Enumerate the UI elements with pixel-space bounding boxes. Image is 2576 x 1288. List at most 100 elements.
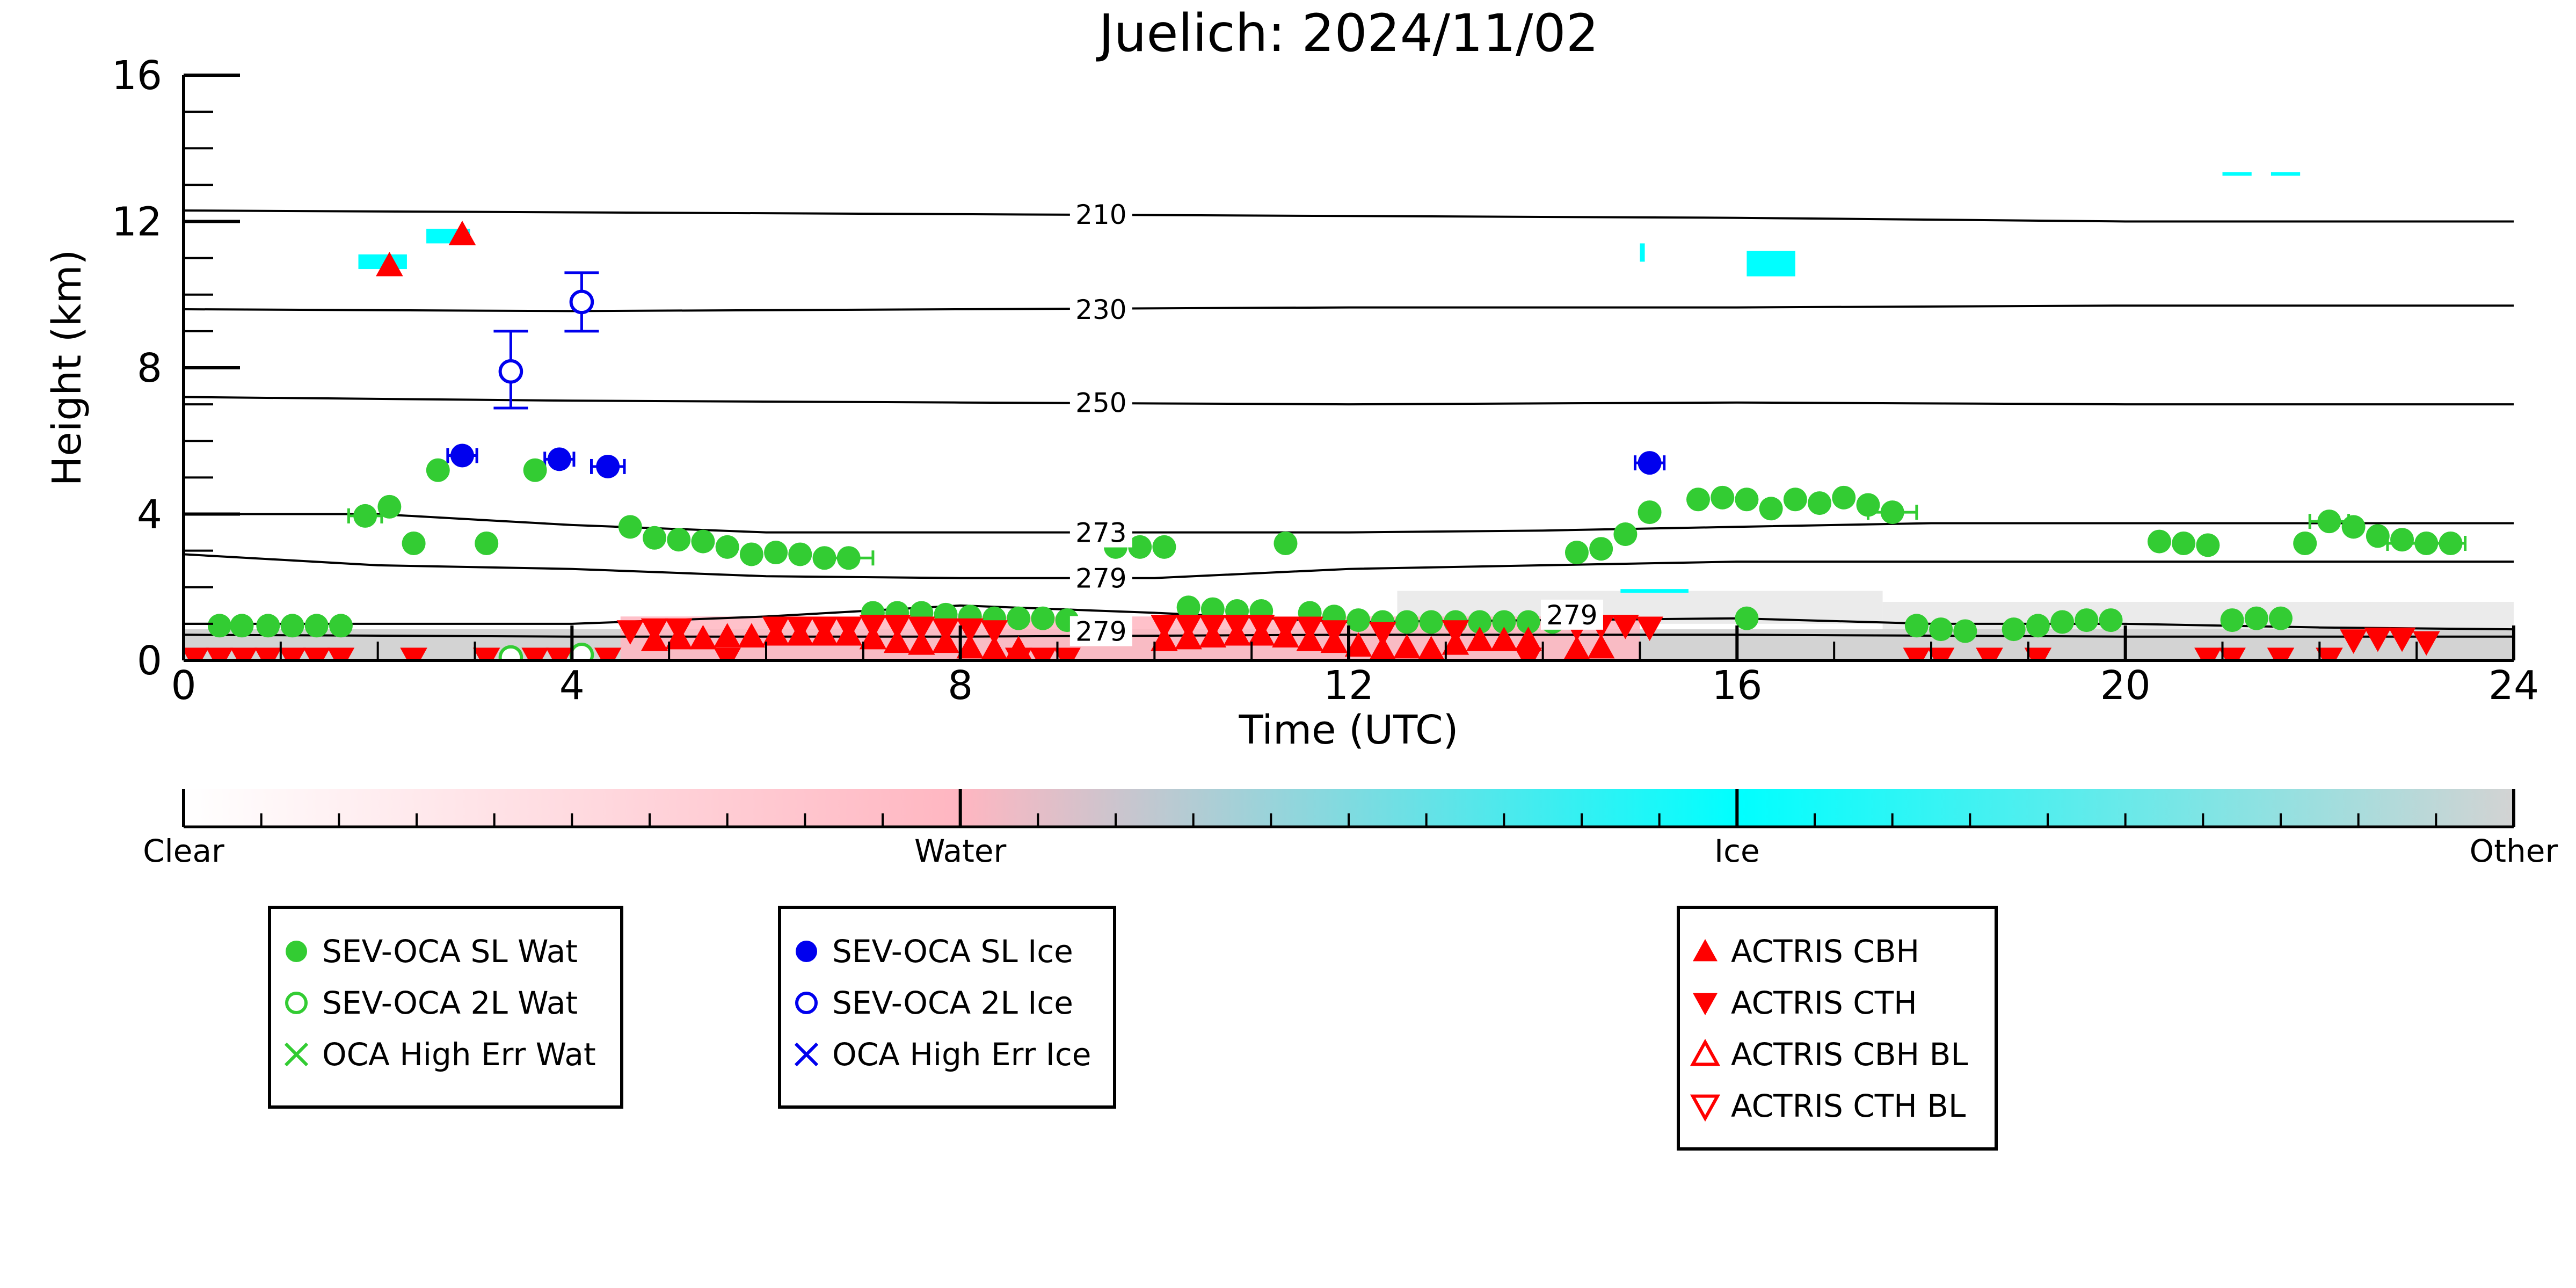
marker-sev-oca-sl-wat [2147, 529, 2171, 554]
x-tick-label: 0 [171, 663, 196, 709]
marker-actris-cth [1515, 647, 1542, 660]
marker-sev-oca-sl-wat [764, 541, 788, 565]
marker-actris-cth [545, 647, 573, 660]
marker-sev-oca-sl-wat [1031, 606, 1055, 630]
marker-sev-oca-sl-wat [667, 528, 691, 552]
x-tick-label: 12 [1323, 663, 1374, 709]
marker-actris-cbh [376, 251, 403, 276]
marker-actris-cth [1442, 620, 1469, 645]
x-axis-label: Time (UTC) [1238, 707, 1458, 753]
marker-sev-oca-sl-wat [1783, 487, 1807, 512]
marker-sev-oca-sl-wat [2317, 510, 2341, 534]
marker-sev-oca-sl-wat [2075, 608, 2099, 632]
legend-box: ACTRIS CBH ACTRIS CTH ACTRIS CBH BL ACTRIS … [1677, 906, 1998, 1151]
marker-actris-cbh [1563, 636, 1591, 660]
marker-actris-cbh [1515, 627, 1542, 651]
marker-actris-cbh [908, 630, 935, 655]
marker-sev-oca-sl-wat [1152, 535, 1176, 559]
legend-box: SEV-OCA SL Ice SEV-OCA 2L Ice OCA High Err… [778, 906, 1116, 1109]
legend-frame [268, 906, 623, 1109]
colorbar-label: Ice [1714, 833, 1760, 869]
marker-actris-cbh [1490, 627, 1518, 651]
marker-sev-oca-sl-wat [739, 542, 763, 566]
legends: SEV-OCA SL Wat SEV-OCA 2L Wat OCA High Err… [268, 906, 1998, 1151]
marker-sev-oca-sl-wat [1589, 537, 1613, 561]
marker-sev-oca-sl-ice [1638, 451, 1662, 475]
marker-actris-cth [1247, 615, 1275, 639]
legend-marker [1693, 939, 1718, 962]
marker-actris-cth [327, 647, 355, 660]
x-stroke [284, 1042, 309, 1067]
marker-actris-cth [279, 647, 306, 660]
marker-sev-oca-sl-wat [329, 614, 353, 638]
marker-actris-cbh [956, 634, 984, 659]
y-tick-label: 8 [137, 345, 162, 391]
data-markers [184, 221, 2463, 660]
marker-sev-oca-sl-wat [1492, 610, 1516, 634]
contour-labels: 210 230 250 273 279 279 279 [1069, 199, 1603, 647]
x-tick-label: 20 [2100, 663, 2151, 709]
marker-actris-cth [2024, 647, 2052, 660]
contour-label-bg [1069, 517, 1132, 548]
marker-sev-oca-sl-wat [2414, 532, 2439, 555]
marker-sev-oca-sl-wat [523, 458, 547, 482]
marker-actris-cth [1199, 615, 1227, 639]
legend-label: ACTRIS CBH BL [1731, 1036, 1968, 1073]
marker-actris-cth [2267, 647, 2295, 660]
x-tick-label: 4 [559, 663, 585, 709]
marker-actris-cth [400, 647, 427, 660]
x-tick-label: 16 [1712, 663, 1762, 709]
marker-actris-cth [2194, 647, 2222, 660]
marker-sev-oca-sl-wat [1516, 610, 1540, 634]
marker-sev-oca-sl-wat [1735, 606, 1759, 630]
contour-label: 279 [1546, 600, 1597, 631]
contour-line [184, 553, 2514, 579]
legend-marker [284, 1042, 309, 1067]
marker-sev-oca-sl-wat [1686, 487, 1710, 512]
marker-sev-oca-sl-wat [304, 614, 329, 638]
marker-sev-oca-sl-wat [715, 535, 739, 559]
x-stroke [794, 1042, 819, 1067]
marker-actris-cth [786, 616, 814, 641]
marker-sev-oca-sl-wat [1613, 522, 1638, 546]
marker-sev-oca-sl-wat [1468, 610, 1492, 634]
contour-line [184, 209, 2514, 223]
marker-sev-oca-sl-ice [450, 443, 474, 468]
marker-actris-cbh [738, 623, 766, 647]
legend-marker [1693, 993, 1718, 1015]
marker-sev-oca-sl-wat [1007, 606, 1031, 630]
marker-actris-cbh [1417, 636, 1445, 660]
marker-actris-cth [714, 647, 741, 660]
legend-marker [794, 1042, 819, 1067]
marker-actris-cth [2316, 647, 2343, 660]
marker-sev-oca-sl-wat [2196, 533, 2220, 557]
marker-actris-cth [932, 618, 959, 643]
ice-cloud-region [2222, 172, 2252, 176]
marker-actris-cth [1151, 615, 1178, 639]
contour-line [184, 304, 2514, 312]
marker-actris-cth [1175, 615, 1202, 639]
marker-actris-cth [303, 647, 331, 660]
legend-marker [1690, 1038, 1721, 1066]
marker-sev-oca-sl-wat [1638, 500, 1662, 525]
marker-actris-cth [472, 647, 500, 660]
contour-label-bg [1069, 199, 1132, 229]
temperature-contours [184, 209, 2514, 638]
legend-marker [285, 992, 308, 1014]
marker-sev-oca-sl-wat [207, 614, 231, 638]
marker-actris-cth [1272, 616, 1299, 641]
marker-sev-oca-sl-wat [788, 542, 812, 566]
legend-label: SEV-OCA 2L Wat [322, 985, 578, 1021]
marker-actris-cth [835, 616, 863, 641]
marker-sev-oca-sl-wat [256, 614, 280, 638]
marker-actris-cth [521, 647, 549, 660]
marker-actris-cbh [980, 636, 1008, 660]
marker-actris-cth [1223, 615, 1251, 639]
marker-sev-oca-sl-wat [2439, 532, 2463, 555]
colorbar-label: Other [2470, 833, 2558, 869]
marker-sev-oca-2l-wat [498, 645, 523, 660]
marker-actris-cth [1636, 616, 1663, 641]
legend-label: ACTRIS CTH [1731, 985, 1917, 1021]
marker-sev-oca-sl-wat [1832, 485, 1856, 510]
marker-actris-cth [1005, 647, 1032, 660]
